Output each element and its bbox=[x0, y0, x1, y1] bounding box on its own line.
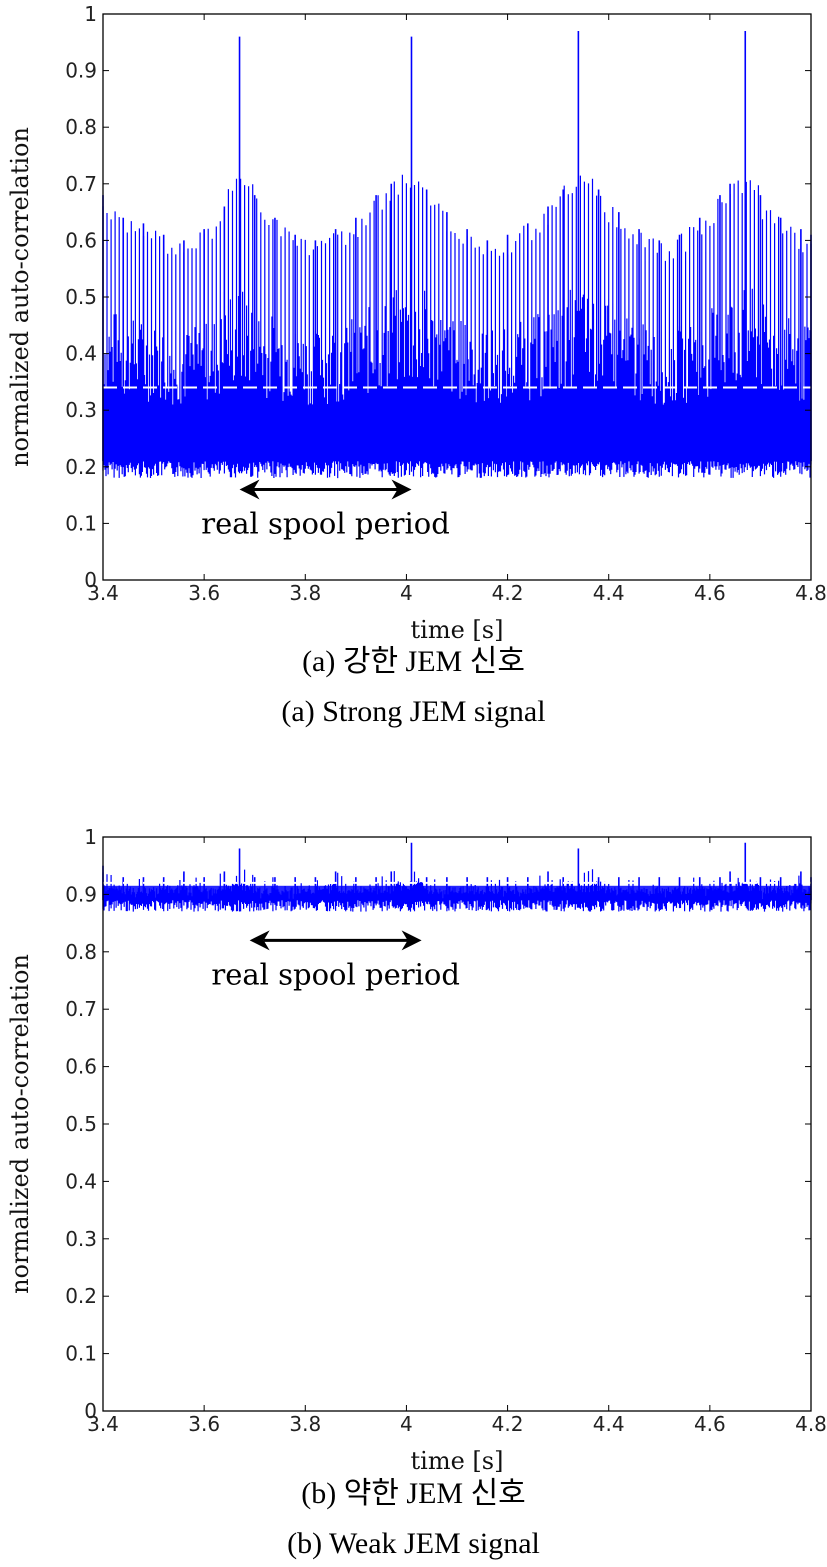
y-tick-label: 0.1 bbox=[65, 1342, 97, 1366]
x-tick-label: 4.4 bbox=[593, 581, 625, 605]
x-tick-label: 4.2 bbox=[492, 1412, 524, 1436]
y-tick-label: 0.9 bbox=[65, 59, 97, 83]
y-tick-label: 0.6 bbox=[65, 1055, 97, 1079]
x-tick-label: 4.2 bbox=[492, 581, 524, 605]
x-tick-label: 4.8 bbox=[795, 581, 827, 605]
y-tick-label: 0.7 bbox=[65, 997, 97, 1021]
signal-core bbox=[103, 404, 811, 462]
x-tick-label: 3.4 bbox=[87, 1412, 119, 1436]
chart-b: 0 0.1 0.2 0.3 0.4 0.5 0.6 0.7 0.8 0.9 1 3.4 3.6 3.8 4 4… bbox=[6, 825, 827, 1475]
x-tick-label: 4 bbox=[400, 581, 413, 605]
x-tick-label: 4 bbox=[400, 1412, 413, 1436]
y-axis-label: normalized auto-correlation bbox=[6, 127, 34, 467]
x-tick-label: 3.6 bbox=[188, 581, 220, 605]
period-arrow-right-head bbox=[401, 930, 422, 951]
x-tick-label: 3.4 bbox=[87, 581, 119, 605]
chart-panel-a: 0 0.1 0.2 0.3 0.4 0.5 0.6 0.7 0.8 0.9 1 3.4 3.6 3.8 4 4… bbox=[0, 0, 827, 644]
y-tick-label: 1 bbox=[84, 2, 97, 26]
y-tick-label: 0.8 bbox=[65, 940, 97, 964]
caption-a-english: (a) Strong JEM signal bbox=[281, 695, 546, 728]
period-arrow-right-head bbox=[391, 479, 412, 500]
chart-a: 0 0.1 0.2 0.3 0.4 0.5 0.6 0.7 0.8 0.9 1 3.4 3.6 3.8 4 4… bbox=[6, 2, 827, 644]
caption-b-english: (b) Weak JEM signal bbox=[287, 1527, 540, 1560]
period-arrow-left-head bbox=[239, 479, 260, 500]
y-tick-label: 0.2 bbox=[65, 455, 97, 479]
y-tick-label: 0 bbox=[84, 1399, 97, 1423]
y-tick-label: 0.7 bbox=[65, 172, 97, 196]
x-tick-label: 4.8 bbox=[795, 1412, 827, 1436]
x-axis-label: time [s] bbox=[411, 616, 504, 644]
y-tick-label: 0.9 bbox=[65, 882, 97, 906]
plot-area bbox=[103, 837, 811, 1411]
x-tick-label: 3.8 bbox=[289, 1412, 321, 1436]
y-tick-label: 0.1 bbox=[65, 511, 97, 535]
y-tick-label: 0.6 bbox=[65, 228, 97, 252]
y-tick-label: 0.3 bbox=[65, 398, 97, 422]
y-tick-label: 0.3 bbox=[65, 1227, 97, 1251]
chart-panel-b: 0 0.1 0.2 0.3 0.4 0.5 0.6 0.7 0.8 0.9 1 3.4 3.6 3.8 4 4… bbox=[0, 815, 827, 1475]
period-annotation: real spool period bbox=[201, 506, 450, 540]
y-tick-label: 0.4 bbox=[65, 342, 97, 366]
x-tick-label: 3.6 bbox=[188, 1412, 220, 1436]
period-annotation: real spool period bbox=[211, 957, 460, 991]
x-tick-label: 4.6 bbox=[694, 1412, 726, 1436]
y-tick-label: 0.5 bbox=[65, 285, 97, 309]
x-tick-label: 4.6 bbox=[694, 581, 726, 605]
caption-b-korean: (b) 약한 JEM 신호 bbox=[301, 1477, 526, 1510]
period-arrow-left-head bbox=[249, 930, 270, 951]
plot-area bbox=[103, 14, 811, 580]
signal-core bbox=[103, 885, 811, 901]
caption-a-korean: (a) 강한 JEM 신호 bbox=[302, 645, 525, 678]
y-tick-label: 0.5 bbox=[65, 1112, 97, 1136]
x-tick-label: 3.8 bbox=[289, 581, 321, 605]
x-tick-label: 4.4 bbox=[593, 1412, 625, 1436]
y-tick-label: 0.2 bbox=[65, 1284, 97, 1308]
y-tick-label: 1 bbox=[84, 825, 97, 849]
x-axis-label: time [s] bbox=[411, 1447, 504, 1475]
y-axis-label: normalized auto-correlation bbox=[6, 954, 34, 1294]
y-tick-label: 0 bbox=[84, 568, 97, 592]
y-tick-label: 0.8 bbox=[65, 115, 97, 139]
y-tick-label: 0.4 bbox=[65, 1169, 97, 1193]
